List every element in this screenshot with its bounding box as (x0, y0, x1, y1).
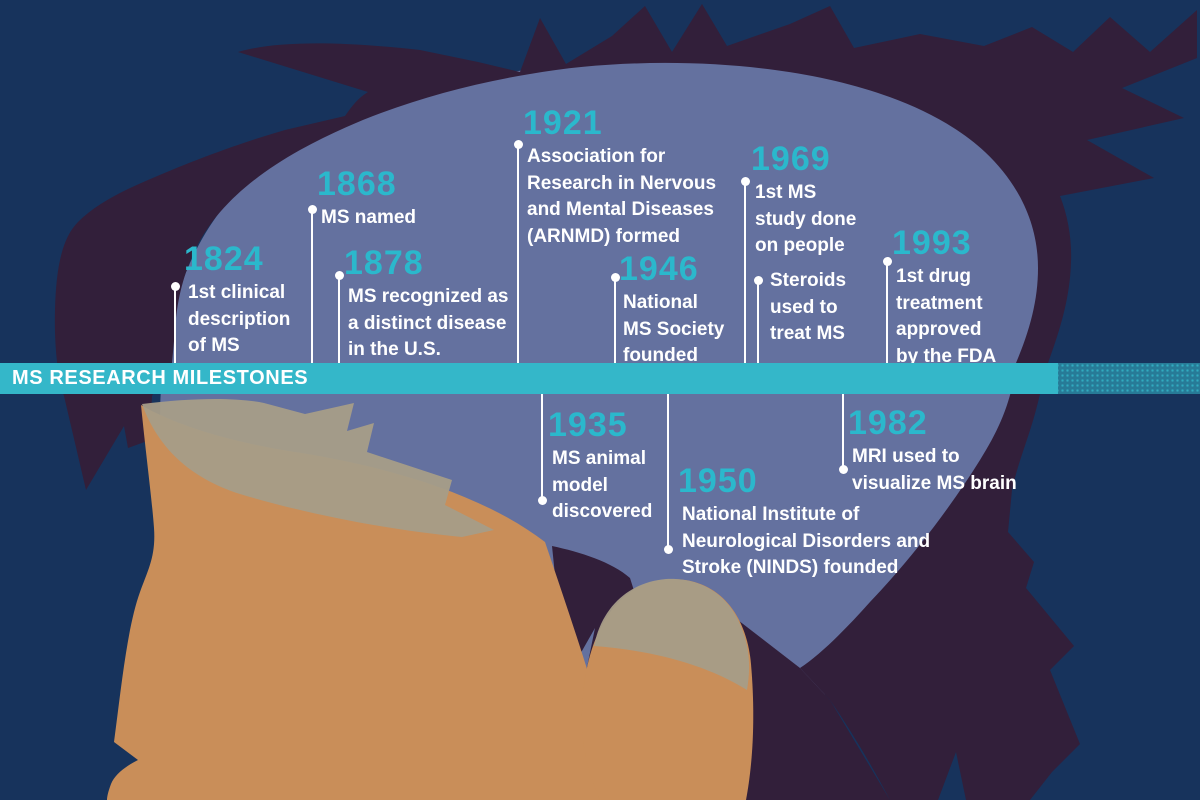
milestone-year: 1950 (678, 462, 758, 500)
milestone-year: 1982 (848, 404, 928, 442)
milestone-year: 1993 (892, 224, 972, 262)
hair-shape (54, 4, 1198, 800)
milestone-1969: 1969 1st MS study done on people (751, 140, 856, 260)
connector-1824 (170, 282, 180, 363)
timeline-dot (838, 465, 848, 474)
timeline-dot (307, 205, 317, 214)
milestone-description: 1st drug treatment approved by the FDA (896, 266, 997, 367)
milestone-description: Steroids used to treat MS (770, 270, 847, 344)
milestone-1950: 1950 National Institute of Neurological … (678, 462, 930, 582)
milestone-1946: 1946 National MS Society founded (619, 250, 724, 370)
milestone-year: 1824 (184, 240, 264, 278)
face-shape (107, 405, 618, 800)
milestone-description: 1st clinical description of MS (188, 282, 291, 356)
milestone-1993: 1993 1st drug treatment approved by the … (892, 224, 996, 370)
timeline-dot (740, 177, 750, 186)
milestone-description: National MS Society founded (623, 292, 725, 366)
milestone-1921: 1921 Association for Research in Nervous… (523, 104, 716, 250)
timeline-dot (513, 140, 523, 149)
milestone-year: 1946 (619, 250, 699, 288)
connector-steroids (753, 276, 763, 363)
timeline-banner: MS RESEARCH MILESTONES (0, 363, 1200, 394)
milestone-year: 1878 (344, 244, 424, 282)
fringe-shape (142, 398, 494, 537)
connector-1950 (663, 394, 673, 554)
milestone-description: National Institute of Neurological Disor… (682, 504, 931, 578)
milestone-year: 1935 (548, 406, 628, 444)
timeline-dot (753, 276, 763, 285)
milestone-year: 1921 (523, 104, 603, 142)
timeline-banner-solid (0, 363, 1058, 394)
timeline-dot (334, 271, 344, 280)
milestone-description: MRI used to visualize MS brain (852, 446, 1017, 494)
timeline-dot (663, 545, 673, 554)
milestone-year: 1868 (317, 165, 397, 203)
milestone-1878: 1878 MS recognized as a distinct disease… (344, 244, 509, 364)
milestone-1868: 1868 MS named (317, 165, 416, 232)
ear-overlap-shade (594, 578, 750, 690)
timeline-banner-halftone (1040, 363, 1200, 394)
connector-1946 (610, 273, 620, 363)
timeline-dot (610, 273, 620, 282)
timeline-dot (882, 257, 892, 266)
milestone-description: 1st MS study done on people (755, 182, 857, 256)
connector-1969 (740, 177, 750, 363)
hair-strand-behind-ear (712, 600, 890, 800)
brain-shape (160, 60, 1050, 743)
milestone-1935: 1935 MS animal model discovered (548, 406, 652, 526)
connector-1935 (537, 394, 547, 505)
connector-1868 (307, 205, 317, 363)
milestone-year: 1969 (751, 140, 831, 178)
milestone-1824: 1824 1st clinical description of MS (184, 240, 290, 360)
connector-1982 (838, 394, 848, 474)
timeline-dot (170, 282, 180, 291)
milestone-description: MS named (321, 207, 417, 228)
connector-1878 (334, 271, 344, 363)
milestone-description: Association for Research in Nervous and … (527, 146, 717, 247)
timeline-dot (537, 496, 547, 505)
milestone-steroids: Steroids used to treat MS (766, 266, 846, 348)
connector-1921 (513, 140, 523, 363)
banner-title: MS RESEARCH MILESTONES (12, 367, 309, 389)
milestone-description: MS animal model discovered (552, 448, 653, 522)
milestone-1982: 1982 MRI used to visualize MS brain (848, 404, 1017, 497)
milestone-description: MS recognized as a distinct disease in t… (348, 286, 509, 360)
connector-1993 (882, 257, 892, 363)
